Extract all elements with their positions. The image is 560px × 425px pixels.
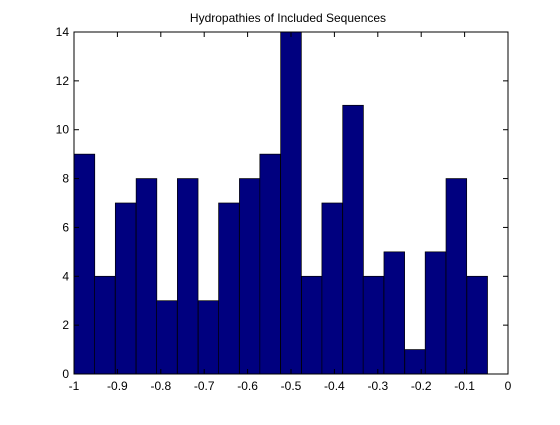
histogram-bar [383, 251, 405, 375]
x-tick-label: -0.4 [324, 379, 345, 393]
histogram-bar [280, 31, 302, 375]
histogram-bar [135, 178, 158, 375]
x-tick-label: -0.8 [150, 379, 171, 393]
histogram-bar [239, 178, 261, 375]
y-tick-label: 14 [56, 25, 70, 39]
histogram-bar [259, 153, 281, 375]
x-tick-label: -0.1 [454, 379, 475, 393]
plot-frame [73, 31, 509, 375]
y-tick-label: 4 [62, 269, 69, 283]
x-tick-label: -0.9 [107, 379, 128, 393]
bars-group [73, 31, 488, 375]
x-tick-label: -0.7 [194, 379, 215, 393]
y-tick-label: 10 [56, 123, 70, 137]
histogram-bar [94, 275, 116, 375]
y-tick-label: 8 [62, 172, 69, 186]
x-tick-label: 0 [505, 379, 512, 393]
y-tick-label: 0 [62, 367, 69, 381]
histogram-bar [321, 202, 343, 375]
histogram-bar [218, 202, 240, 375]
histogram-bar [197, 300, 220, 375]
y-tick-label: 12 [56, 74, 70, 88]
histogram-bar [177, 178, 199, 375]
x-tick-label: -0.6 [237, 379, 258, 393]
histogram-bar [342, 104, 364, 375]
histogram-bar [73, 153, 96, 375]
y-tick-label: 6 [62, 220, 69, 234]
y-tick-label: 2 [62, 318, 69, 332]
histogram-bar [424, 251, 447, 375]
chart-title: Hydropathies of Included Sequences [190, 11, 386, 25]
histogram-bar [445, 178, 468, 375]
histogram-bar [114, 202, 137, 375]
x-tick-label: -0.5 [281, 379, 302, 393]
x-tick-label: -1 [69, 379, 80, 393]
histogram-bar [362, 275, 385, 375]
x-tick-label: -0.3 [367, 379, 388, 393]
histogram-bar [301, 275, 323, 375]
histogram-bar [404, 349, 426, 375]
histogram-bar [466, 275, 488, 375]
x-tick-label: -0.2 [411, 379, 432, 393]
histogram-bar [156, 300, 178, 375]
x-axis: -1 -0.9 -0.8 -0.7 -0.6 -0.5 -0.4 -0.3 -0.2 -0.1 0 [69, 32, 512, 393]
